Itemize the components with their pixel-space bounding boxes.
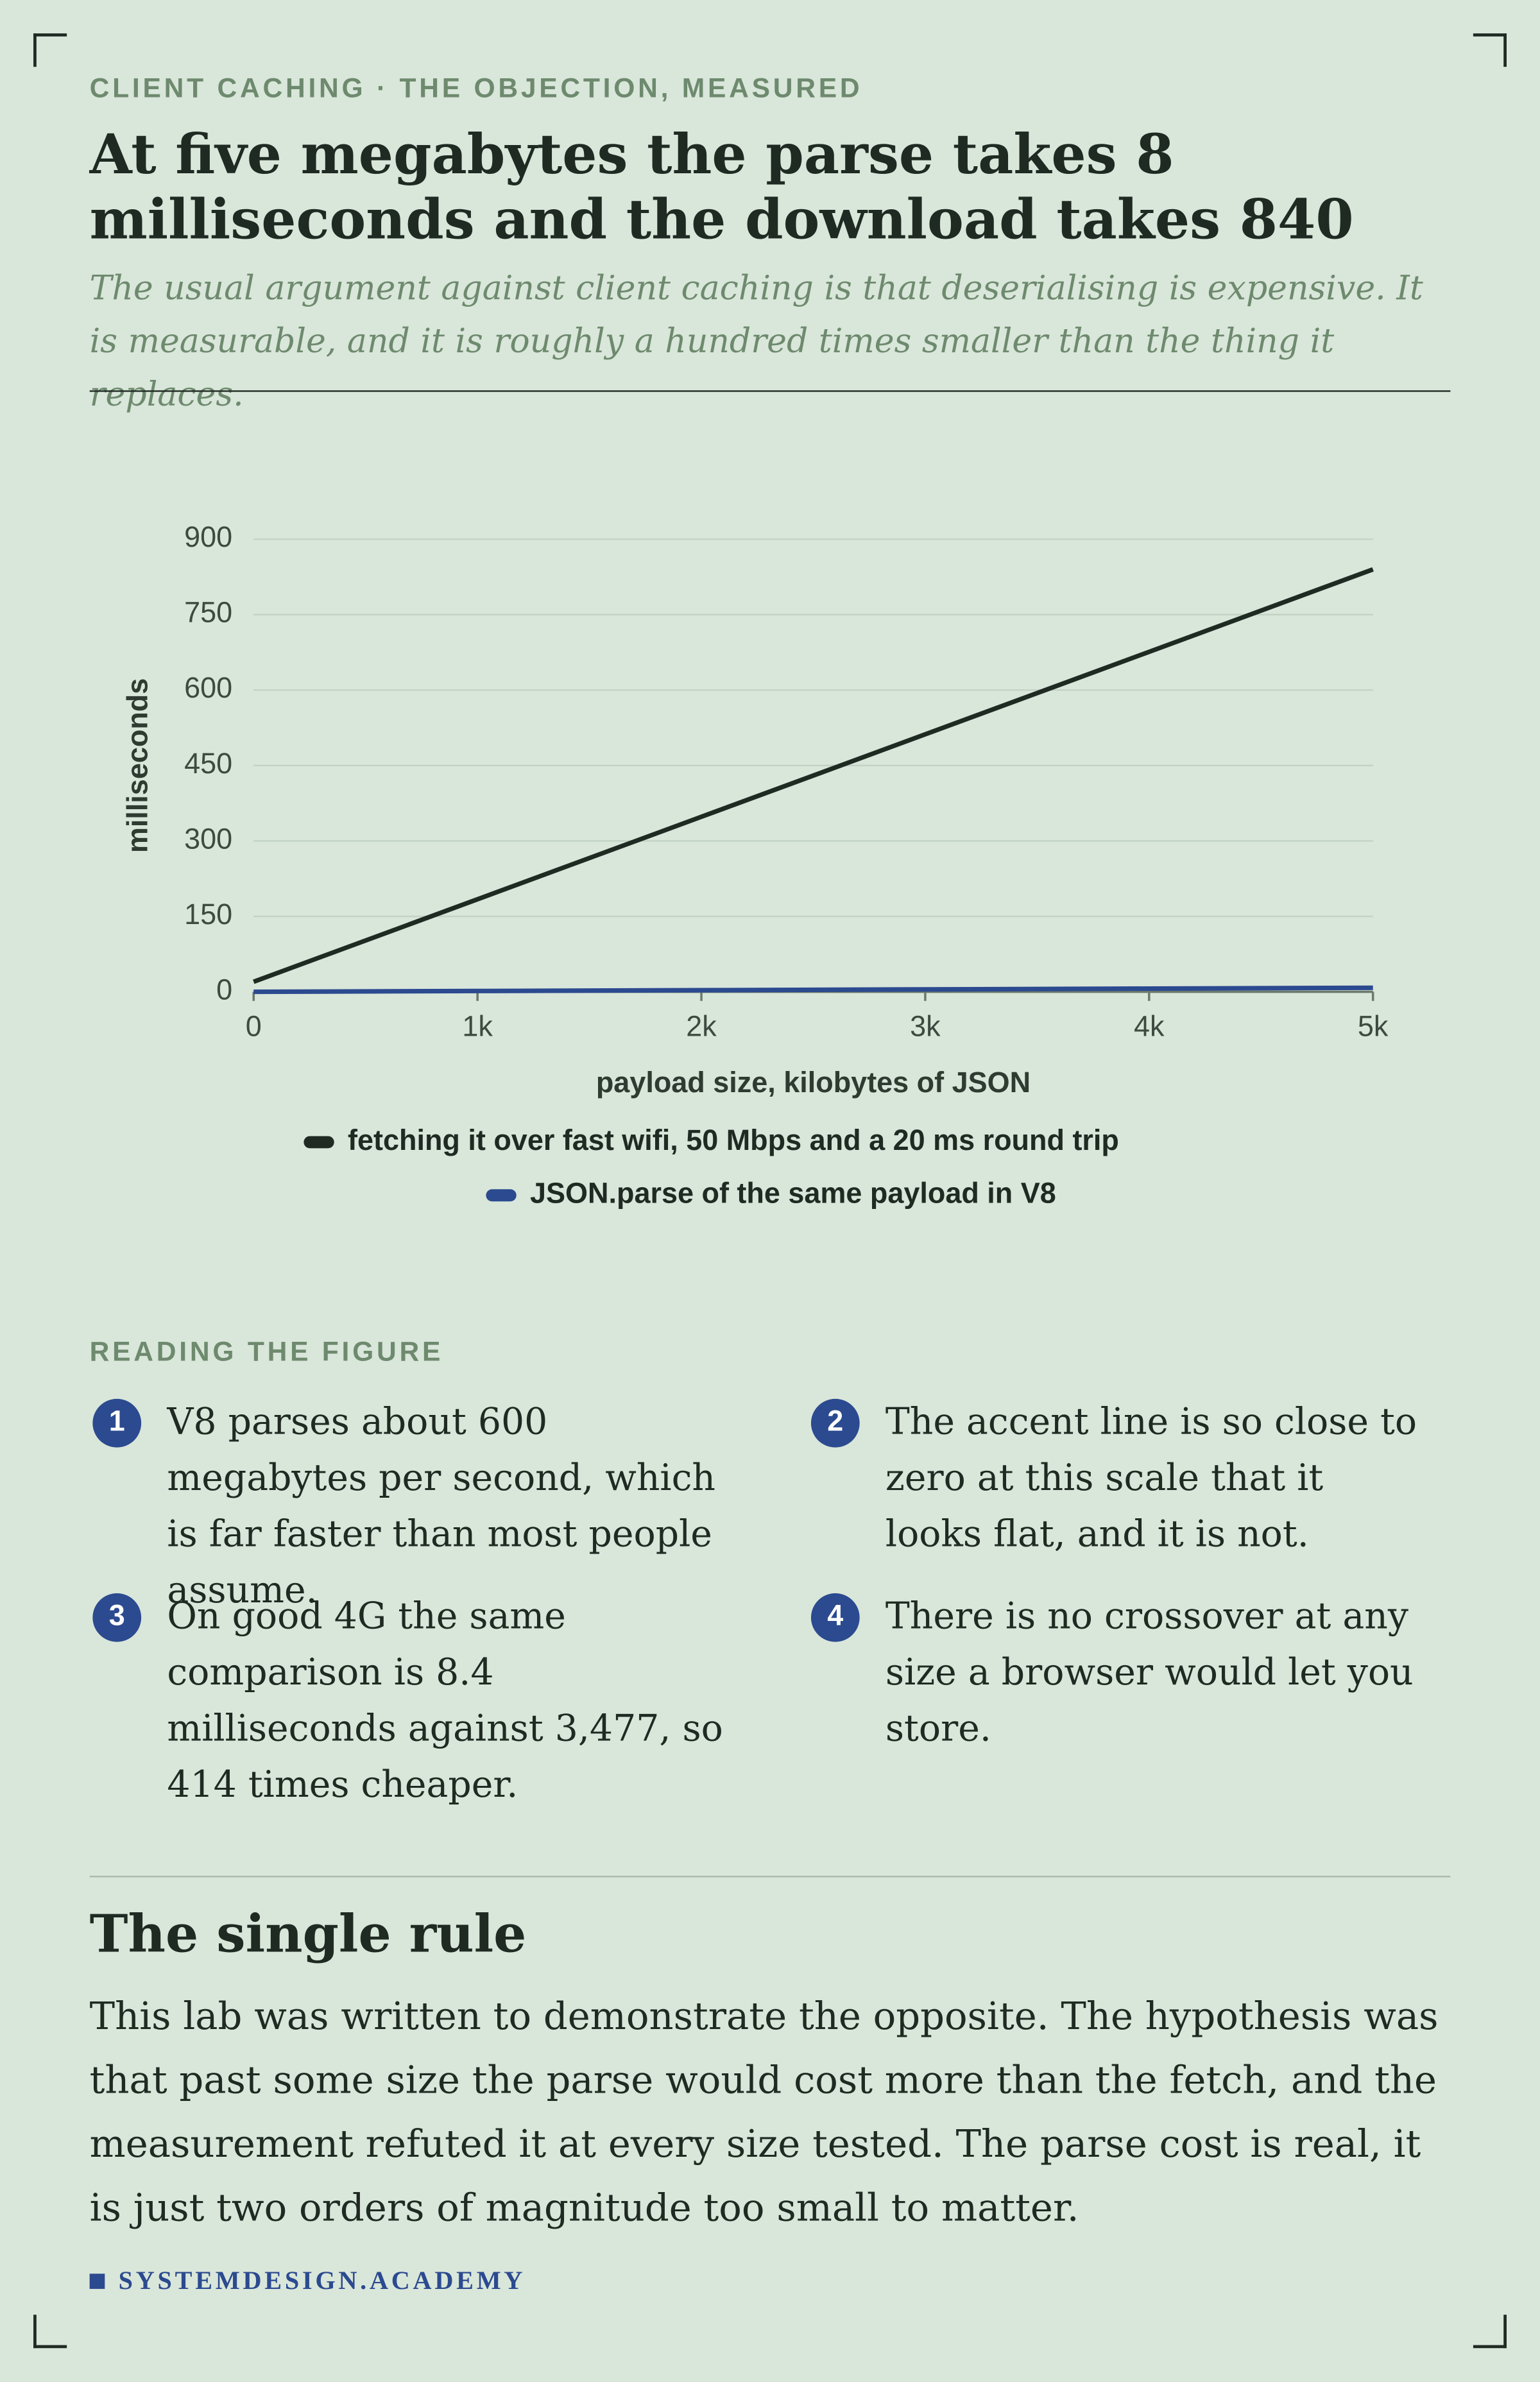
y-tick-label: 900	[184, 520, 232, 553]
legend-swatch	[486, 1189, 517, 1202]
legend-swatch	[304, 1136, 334, 1149]
chart: 0 150 300 450 600 750 900 0 1k 2k 3k 4k 5k payload si…	[121, 520, 1389, 1210]
note: 1 V8 parses about 600 megabytes per secon…	[92, 1394, 744, 1619]
paragraph: This lab was written to demonstrate the …	[89, 1994, 1439, 2230]
footer-mark	[89, 2274, 105, 2289]
corner-mark	[33, 33, 67, 67]
x-tick-label: 0	[246, 1009, 262, 1042]
note: 3 On good 4G the same comparison is 8.4 m…	[92, 1589, 729, 1813]
note-text: V8 parses about 600 megabytes per second…	[167, 1400, 715, 1612]
y-tick-label: 300	[184, 822, 232, 855]
section-heading: The single rule	[89, 1905, 527, 1966]
x-tick-label: 4k	[1134, 1009, 1165, 1042]
subtitle: The usual argument against client cachin…	[89, 270, 1423, 415]
note: 4 There is no crossover at any size a bro…	[810, 1589, 1417, 1758]
corner-mark	[1473, 2315, 1507, 2349]
divider	[89, 390, 1451, 392]
section-label: READING THE FIGURE	[89, 1336, 444, 1367]
x-tick-label: 3k	[910, 1009, 941, 1042]
y-tick-label: 750	[184, 596, 232, 629]
note-number: 3	[92, 1593, 142, 1642]
note: 2 The accent line is so close to zero at …	[810, 1394, 1417, 1563]
y-tick-label: 600	[184, 671, 232, 704]
note-number: 4	[810, 1593, 860, 1642]
note-text: There is no crossover at any size a brow…	[885, 1595, 1414, 1750]
legend-label: fetching it over fast wifi, 50 Mbps and …	[348, 1124, 1119, 1156]
divider	[89, 1876, 1451, 1878]
corner-mark	[1473, 33, 1507, 67]
x-tick-label: 2k	[686, 1009, 717, 1042]
x-tick-label: 5k	[1358, 1009, 1389, 1042]
note-number: 1	[92, 1398, 142, 1448]
title: At five megabytes the parse takes 8 mill…	[89, 123, 1354, 252]
x-tick-label: 1k	[462, 1009, 493, 1042]
y-tick-label: 450	[184, 747, 232, 780]
data-line	[253, 567, 1374, 984]
y-axis-label: milliseconds	[121, 678, 154, 853]
x-axis-label: payload size, kilobytes of JSON	[596, 1066, 1031, 1099]
y-tick-label: 150	[184, 898, 232, 930]
corner-mark	[33, 2315, 67, 2349]
legend-label: JSON.parse of the same payload in V8	[530, 1177, 1056, 1210]
note-text: The accent line is so close to zero at t…	[885, 1400, 1417, 1555]
eyebrow: CLIENT CACHING · THE OBJECTION, MEASURED	[89, 73, 863, 103]
footer: SYSTEMDESIGN.ACADEMY	[118, 2266, 526, 2295]
note-text: On good 4G the same comparison is 8.4 mi…	[167, 1595, 723, 1806]
note-number: 2	[810, 1398, 860, 1448]
data-line	[253, 985, 1373, 995]
y-tick-label: 0	[216, 973, 232, 1006]
